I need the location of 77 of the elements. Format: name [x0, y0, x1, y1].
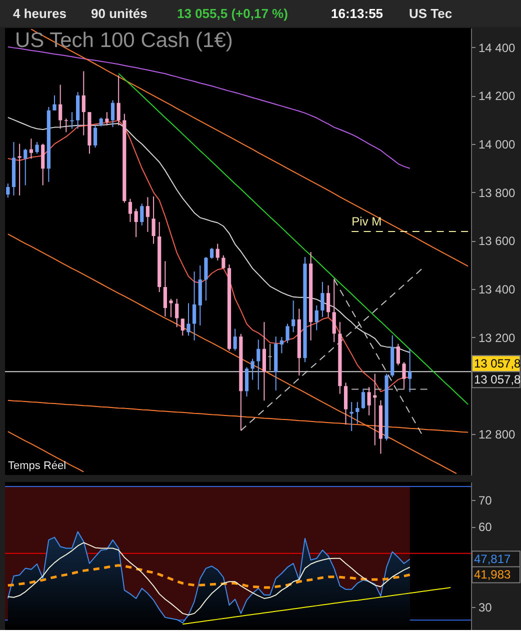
annotation: Temps Réel — [8, 460, 66, 472]
text: 13 057,8 — [474, 372, 521, 387]
candlestick — [70, 112, 74, 130]
candlestick — [367, 386, 371, 416]
candlestick — [110, 100, 115, 128]
candlestick — [408, 348, 412, 393]
y-tick-label: 14 400 — [478, 40, 516, 55]
y-tick-label: 14 200 — [478, 89, 516, 104]
candlestick — [361, 388, 366, 410]
candlestick — [18, 143, 22, 196]
text: 4 heures — [13, 6, 66, 21]
candlestick — [222, 254, 226, 269]
candlestick — [344, 382, 348, 425]
candlestick — [186, 302, 190, 336]
candlestick — [326, 284, 330, 318]
candlestick — [250, 358, 254, 380]
candlestick — [146, 196, 150, 232]
y-tick-label: 70 — [478, 493, 492, 508]
y-tick-label: 13 800 — [478, 186, 516, 200]
candlestick — [82, 70, 86, 136]
candlestick — [105, 112, 109, 126]
text: 16:13:55 — [331, 6, 384, 21]
candlestick — [152, 196, 156, 244]
candlestick — [402, 362, 406, 390]
candlestick — [140, 203, 144, 226]
candlestick — [41, 143, 45, 186]
y-tick-label: 12 800 — [478, 427, 516, 442]
y-tick-label: 60 — [478, 520, 492, 534]
candlestick — [314, 304, 318, 331]
candlestick — [210, 247, 214, 260]
ref-line-label: 13 057,8 — [474, 356, 521, 371]
candlestick — [356, 402, 360, 424]
candlestick — [204, 256, 208, 302]
candlestick — [58, 84, 62, 130]
candlestick — [52, 94, 56, 111]
line-series — [118, 72, 469, 405]
y-tick-label: 13 600 — [478, 234, 516, 248]
y-tick-label: 14 000 — [478, 137, 516, 152]
candlestick — [216, 243, 220, 261]
y-tick-label: 30 — [478, 600, 492, 614]
text: 41,983 — [474, 568, 512, 582]
candlestick — [180, 318, 184, 336]
candlestick — [128, 198, 132, 223]
candlestick — [292, 300, 296, 333]
text: 90 unités — [91, 6, 148, 21]
candlestick — [6, 183, 10, 198]
candlestick — [134, 208, 138, 238]
candlestick — [192, 271, 196, 341]
candlestick — [268, 343, 272, 371]
candlestick — [280, 336, 284, 354]
candlestick — [262, 322, 266, 402]
candlestick — [320, 281, 324, 318]
candlestick — [93, 124, 98, 148]
chart-title: US Tech 100 Cash (1€) — [15, 29, 233, 52]
candlestick — [332, 278, 336, 343]
candlestick — [35, 142, 39, 154]
candlestick — [286, 323, 290, 344]
line-series — [182, 587, 452, 625]
line-series — [7, 542, 410, 616]
text: 13 055,5 (+0,17 %) — [177, 6, 288, 21]
series-label: Piv M — [352, 214, 382, 228]
candlestick — [24, 148, 28, 186]
candlestick — [175, 298, 179, 328]
candlestick — [244, 366, 249, 397]
candlestick — [29, 138, 34, 160]
line-series — [6, 564, 412, 589]
line-series — [7, 431, 84, 472]
y-tick-label: 13 400 — [478, 282, 516, 296]
text: 47,817 — [474, 552, 512, 566]
candlestick — [396, 343, 400, 366]
y-tick-label: 13 200 — [478, 330, 516, 345]
candlestick — [233, 328, 237, 352]
candlestick — [163, 260, 167, 317]
candlestick — [169, 298, 173, 318]
candlestick — [256, 339, 260, 390]
text: US Tec — [409, 6, 452, 21]
candlestick — [116, 74, 120, 126]
